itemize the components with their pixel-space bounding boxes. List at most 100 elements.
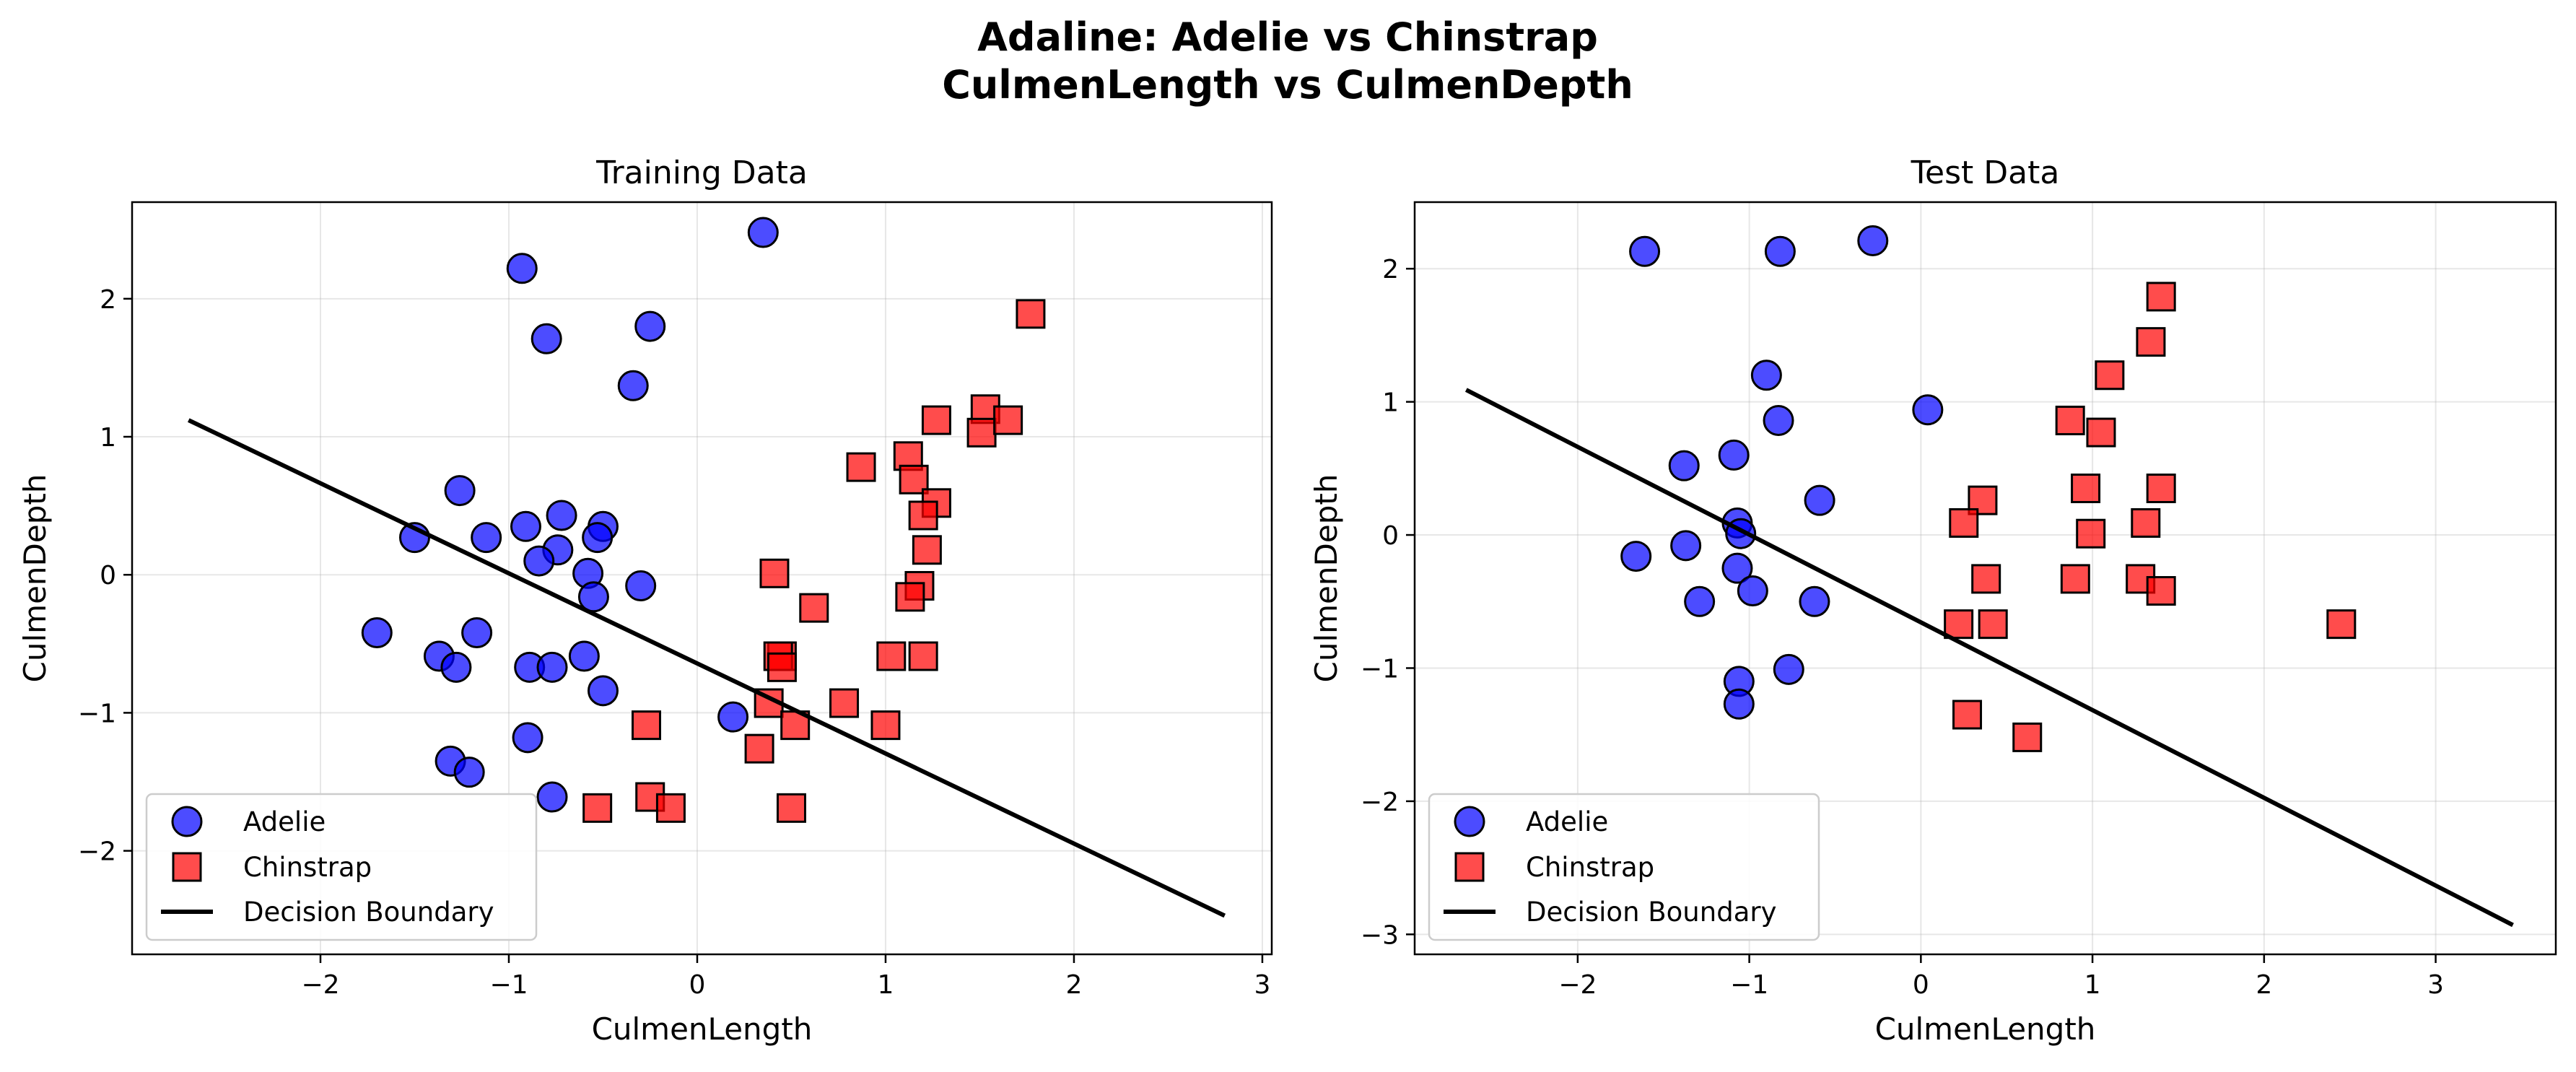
adelie-point [536,651,568,683]
decision-boundary-line [1464,388,2514,928]
chinstrap-point [1949,507,1979,538]
y-tick-label: −3 [1361,920,1399,950]
chinstrap-point [776,793,806,823]
data-layer [188,217,1226,918]
y-tick-label: −2 [78,837,116,867]
adelie-point [617,370,649,401]
x-axis-label: CulmenLength [1875,1011,2096,1047]
figure-title-line-2: CulmenLength vs CulmenDepth [942,62,1633,108]
y-tick-label: −1 [1361,654,1399,684]
axes-frame [1413,201,2557,956]
adelie-point [1718,439,1750,471]
adelie-point [717,701,749,733]
chinstrap-point [744,733,774,764]
legend-label: Adelie [243,806,326,837]
legend: Adelie Chinstrap Decision Boundary [145,793,538,941]
y-axis-label: CulmenDepth [1309,474,1344,683]
chinstrap-point [2136,327,2166,357]
adelie-point [440,651,472,683]
adelie-point [523,545,555,577]
chinstrap-point [2055,405,2085,435]
chinstrap-point [1944,609,1974,640]
chinstrap-point [1978,609,2008,640]
adelie-point [444,475,476,507]
chinstrap-point [846,452,876,482]
chinstrap-point [655,793,686,823]
adelie-point [536,781,568,813]
chinstrap-point [870,710,901,741]
y-tick-label: 1 [1382,388,1399,418]
test-data-plot: −2 −1 0 1 2 3 −3 −2 −1 0 1 2 Test Data CulmenLength Cu… [1309,154,2557,1047]
adelie-point [1668,450,1700,481]
legend-adelie-marker [171,806,203,837]
chinstrap-point [582,793,613,823]
x-tick-label: 2 [2256,970,2272,1000]
adelie-point [1723,688,1755,720]
adelie-point [453,757,485,788]
x-tick-label: 3 [1254,970,1270,1000]
adelie-point [1721,552,1753,584]
chinstrap-point [876,641,907,671]
adelie-point [568,640,600,672]
y-axis-label: CulmenDepth [17,474,53,683]
chinstrap-point [829,688,860,718]
axes-title: Test Data [1911,154,2060,191]
axes-title: Training Data [595,154,808,191]
legend-box [145,793,538,941]
legend: Adelie Chinstrap Decision Boundary [1428,793,1820,941]
chinstrap-point [2060,564,2090,594]
chinstrap-point [993,405,1023,435]
chinstrap-point [908,641,938,671]
y-tick-label: 1 [100,423,116,453]
figure-title-line-1: Adaline: Adelie vs Chinstrap [977,14,1598,60]
chinstrap-point [2146,474,2176,504]
adelie-point [625,570,657,602]
chinstrap-point [2146,282,2176,312]
x-tick-label: −1 [489,970,528,1000]
adelie-point [582,522,614,554]
legend-label: Chinstrap [243,852,372,883]
legend-box [1428,793,1820,941]
adelie-point [506,253,538,284]
adelie-point [1764,235,1796,267]
adelie-point [1773,653,1804,685]
chinstrap-point [908,500,938,531]
adelie-point [471,522,502,554]
x-axis-label: CulmenLength [592,1011,813,1047]
axes-frame [131,201,1273,956]
chinstrap-point [895,582,925,612]
x-tick-label: 3 [2427,970,2444,1000]
adelie-point [510,510,541,542]
y-tick-label: 0 [100,561,116,591]
chinstrap-point [2076,518,2106,549]
x-tick-label: 1 [2084,970,2101,1000]
legend-label: Decision Boundary [1526,897,1776,928]
adelie-point [1763,404,1794,436]
adelie-point [577,581,609,613]
decision-boundary-line [188,418,1226,918]
chinstrap-point [2326,609,2357,640]
adelie-point [1670,530,1702,562]
adelie-point [461,617,493,649]
adelie-point [1620,541,1652,572]
adelie-point [512,722,543,754]
x-tick-label: −1 [1730,970,1768,1000]
legend-chinstrap-marker [172,852,202,882]
adelie-point [587,675,619,707]
adelie-point [1912,394,1944,426]
adelie-point [1737,575,1768,607]
legend-label: Adelie [1526,806,1608,837]
chinstrap-point [799,593,829,623]
x-tick-label: −2 [1558,970,1597,1000]
chinstrap-point [1952,700,1983,730]
x-tick-label: 1 [878,970,894,1000]
chinstrap-point [2086,417,2116,448]
y-tick-label: 2 [100,285,116,315]
chinstrap-point [2146,576,2176,606]
chinstrap-point [2095,360,2125,391]
chinstrap-point [632,710,662,741]
x-tick-label: 0 [689,970,706,1000]
chinstrap-point [2012,722,2043,752]
x-tick-label: −2 [301,970,339,1000]
